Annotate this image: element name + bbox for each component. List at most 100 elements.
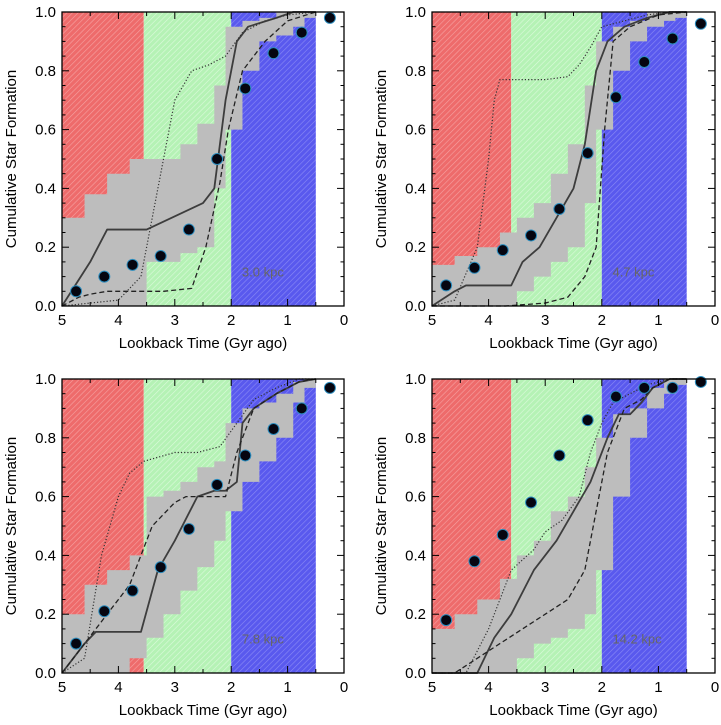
data-point (468, 261, 481, 274)
series-line-dashed (61, 11, 316, 307)
x-tick-label: 0 (340, 312, 348, 329)
series-line-dashed (61, 378, 316, 674)
x-tick-label: 1 (283, 679, 291, 696)
y-tick-label: 0.0 (35, 298, 56, 315)
data-point (323, 381, 336, 394)
y-axis-label: Cumulative Star Formation (373, 437, 390, 615)
y-tick-label: 0.2 (35, 606, 56, 623)
panel-top-right: 5 4 3 2 1 0 0.0 0.2 0.4 0.6 0.8 1.0 Lookback Time (G… (373, 4, 719, 352)
data-point (525, 229, 538, 242)
data-point (126, 258, 139, 271)
data-point (553, 449, 566, 462)
y-tick-label: 1.0 (405, 371, 426, 388)
y-tick-label: 0.8 (35, 63, 56, 80)
x-axis-label: Lookback Time (Gyr ago) (489, 702, 657, 719)
y-tick-label: 0.2 (405, 239, 426, 256)
x-tick-label: 0 (340, 679, 348, 696)
y-tick-label: 0.8 (405, 63, 426, 80)
uncertainty-band (432, 379, 687, 673)
data-point (70, 285, 83, 298)
radius-annotation: 14.2 kpc (612, 632, 662, 647)
series-line-dashed (432, 11, 687, 307)
x-tick-label: 3 (171, 312, 179, 329)
radius-annotation: 4.7 kpc (612, 265, 654, 280)
y-tick-label: 0.8 (35, 430, 56, 447)
data-point (553, 202, 566, 215)
y-tick-label: 0.2 (405, 606, 426, 623)
series-line-median (431, 11, 687, 307)
data-point (211, 153, 224, 165)
y-tick-label: 0.0 (35, 665, 56, 682)
y-tick-label: 0.4 (405, 547, 426, 564)
data-point (267, 422, 280, 435)
x-tick-label: 5 (428, 312, 436, 329)
y-tick-label: 0.4 (35, 547, 56, 564)
y-tick-label: 0.6 (405, 489, 426, 506)
data-point (525, 496, 538, 509)
x-axis-label: Lookback Time (Gyr ago) (119, 702, 287, 719)
data-point (239, 449, 252, 462)
x-tick-label: 4 (114, 312, 122, 329)
series-line-dotted (61, 378, 316, 674)
x-tick-label: 5 (58, 679, 66, 696)
uncertainty-band (62, 12, 316, 306)
data-point (638, 55, 651, 68)
y-axis-label: Cumulative Star Formation (3, 437, 20, 615)
radius-annotation: 7.8 kpc (242, 632, 284, 647)
data-point (638, 381, 651, 394)
x-tick-label: 2 (227, 312, 235, 329)
data-point (267, 47, 280, 60)
data-point (98, 605, 111, 618)
data-point (609, 390, 622, 403)
x-axis-label: Lookback Time (Gyr ago) (119, 335, 287, 352)
data-point (581, 414, 594, 427)
x-axis-label: Lookback Time (Gyr ago) (489, 335, 657, 352)
y-axis-label: Cumulative Star Formation (373, 70, 390, 248)
x-tick-label: 3 (171, 679, 179, 696)
x-tick-label: 0 (711, 312, 719, 329)
data-point (440, 279, 453, 292)
series-line-dotted (61, 11, 316, 307)
data-point (295, 26, 308, 39)
y-axis-label: Cumulative Star Formation (3, 70, 20, 248)
data-point (496, 244, 509, 257)
data-point (182, 223, 195, 236)
x-tick-label: 1 (283, 312, 291, 329)
data-point (70, 637, 83, 650)
x-tick-label: 2 (227, 679, 235, 696)
panel-bottom-right: 5 4 3 2 1 0 0.0 0.2 0.4 0.6 0.8 1.0 Lookback Time (G… (373, 371, 719, 719)
data-point (496, 528, 509, 541)
data-point (295, 402, 308, 415)
data-point (694, 17, 707, 30)
panel-top-left: 5 4 3 2 1 0 0.0 0.2 0.4 0.6 0.8 1.0 Lookback Time (G… (3, 4, 348, 352)
y-tick-label: 0.8 (405, 430, 426, 447)
series-line-dotted (431, 11, 687, 307)
data-point (694, 375, 707, 388)
x-tick-label: 4 (484, 679, 492, 696)
y-tick-label: 0.6 (35, 489, 56, 506)
radius-annotation: 3.0 kpc (242, 265, 284, 280)
y-tick-label: 0.2 (35, 239, 56, 256)
data-point (666, 32, 679, 45)
x-tick-label: 4 (114, 679, 122, 696)
data-point (154, 561, 167, 574)
series-line-dashed (432, 378, 687, 674)
y-tick-label: 0.4 (405, 180, 426, 197)
y-tick-label: 1.0 (35, 371, 56, 388)
y-tick-label: 0.4 (35, 180, 56, 197)
y-tick-label: 0.6 (35, 122, 56, 139)
data-point (239, 82, 252, 95)
y-tick-label: 0.0 (405, 665, 426, 682)
data-point (609, 91, 622, 104)
y-tick-label: 0.6 (405, 122, 426, 139)
x-tick-label: 5 (428, 679, 436, 696)
series-line-median (61, 11, 316, 307)
y-tick-label: 0.0 (405, 298, 426, 315)
x-tick-label: 4 (484, 312, 492, 329)
data-point (468, 555, 481, 568)
x-tick-label: 0 (711, 679, 719, 696)
data-point (211, 478, 224, 491)
y-tick-label: 1.0 (405, 4, 426, 21)
data-point (440, 614, 453, 627)
